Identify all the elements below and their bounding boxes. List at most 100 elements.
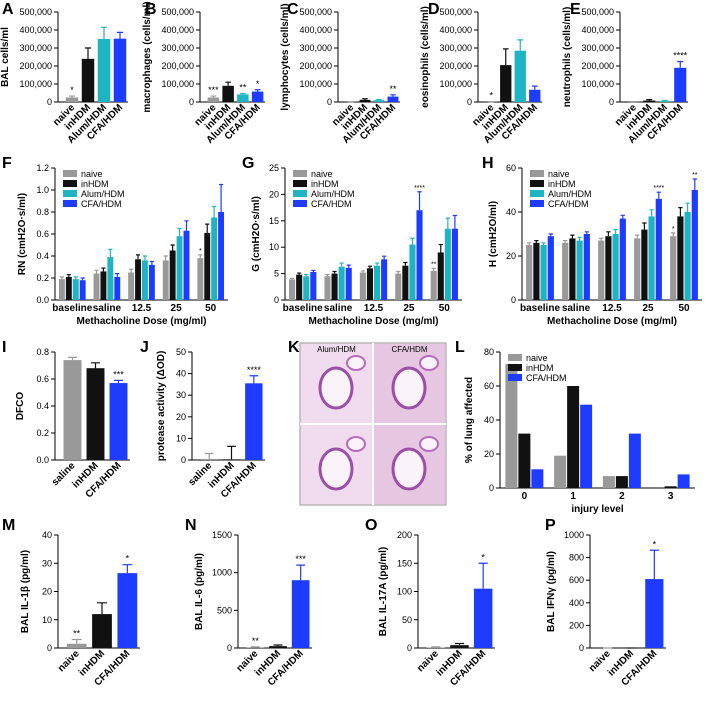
error-bar bbox=[115, 273, 120, 277]
error-bar bbox=[80, 277, 85, 281]
bar bbox=[416, 210, 423, 300]
y-tick-label: 0 bbox=[181, 455, 186, 465]
y-tick-label: 0.8 bbox=[36, 207, 49, 217]
error-bar bbox=[635, 234, 640, 239]
error-bar bbox=[584, 231, 589, 234]
bar bbox=[580, 404, 593, 488]
legend-swatch bbox=[293, 180, 307, 187]
bar bbox=[291, 580, 310, 648]
bar bbox=[518, 433, 531, 488]
error-bar bbox=[390, 94, 396, 97]
bar bbox=[200, 458, 218, 460]
bar bbox=[450, 645, 469, 648]
y-tick-label: 200,000 bbox=[439, 61, 472, 71]
x-tick-label: baseline bbox=[520, 303, 560, 314]
bar bbox=[387, 96, 399, 102]
error-bar bbox=[129, 268, 134, 273]
x-tick-label: saline bbox=[324, 303, 353, 314]
bar bbox=[500, 65, 512, 102]
bar bbox=[237, 94, 249, 102]
error-bar bbox=[527, 242, 532, 245]
bar bbox=[107, 257, 114, 300]
bar bbox=[658, 101, 671, 102]
bar bbox=[79, 280, 86, 300]
y-axis-label: lymphocytes (cells/ml) bbox=[280, 3, 291, 110]
panel-letter: K bbox=[288, 339, 300, 356]
y-tick-label: 1.0 bbox=[36, 185, 49, 195]
error-bar bbox=[410, 237, 415, 245]
y-tick-label: 1000 bbox=[212, 568, 232, 578]
y-tick-label: 60 bbox=[484, 381, 494, 391]
y-tick-label: 20 bbox=[176, 412, 186, 422]
error-bar bbox=[249, 375, 259, 384]
panel-letter: J bbox=[140, 339, 149, 356]
x-tick-label: 12.5 bbox=[364, 303, 384, 314]
bar bbox=[381, 259, 388, 300]
y-tick-label: 0 bbox=[609, 97, 614, 107]
y-tick-label: 20 bbox=[506, 251, 516, 261]
error-bar bbox=[184, 220, 189, 231]
bar bbox=[677, 216, 684, 300]
legend-label: Alum/HDM bbox=[311, 189, 355, 199]
bar bbox=[619, 218, 626, 300]
error-bar bbox=[149, 260, 154, 265]
bar bbox=[374, 265, 381, 300]
y-tick-label: 20 bbox=[269, 189, 279, 199]
y-tick-label: 400,000 bbox=[439, 25, 472, 35]
error-bar bbox=[677, 60, 684, 68]
panel-letter: A bbox=[2, 1, 14, 18]
error-bar bbox=[502, 48, 509, 66]
error-bar bbox=[122, 564, 133, 574]
y-tick-label: 0.4 bbox=[36, 251, 49, 261]
significance: * bbox=[70, 85, 74, 95]
x-tick-label: 25 bbox=[403, 303, 415, 314]
y-axis-label: DFCO bbox=[15, 392, 26, 421]
y-tick-label: 0 bbox=[327, 97, 332, 107]
error-bar bbox=[692, 178, 697, 190]
y-tick-label: 300,000 bbox=[19, 43, 52, 53]
bar bbox=[547, 236, 554, 300]
error-bar bbox=[548, 233, 553, 237]
bar bbox=[684, 212, 691, 300]
y-tick-label: 300,000 bbox=[299, 43, 332, 53]
error-bar bbox=[376, 99, 382, 101]
error-bar bbox=[445, 217, 450, 229]
y-tick-label: 10 bbox=[42, 615, 52, 625]
error-bar bbox=[212, 205, 217, 218]
bar bbox=[310, 272, 317, 300]
x-tick-label: saline bbox=[93, 303, 122, 314]
legend-swatch bbox=[63, 170, 77, 177]
bar bbox=[204, 232, 211, 300]
bar bbox=[109, 383, 128, 460]
legend-swatch bbox=[293, 190, 307, 197]
y-tick-label: 200,000 bbox=[19, 61, 52, 71]
y-tick-label: 40 bbox=[484, 415, 494, 425]
bar bbox=[81, 58, 95, 102]
bar bbox=[598, 240, 605, 300]
x-tick-label: baseline bbox=[52, 303, 92, 314]
x-tick-label: 50 bbox=[439, 303, 451, 314]
image-label: CFA/HDM bbox=[392, 345, 428, 354]
bar bbox=[251, 91, 264, 102]
legend-label: inHDM bbox=[311, 179, 339, 189]
error-bar bbox=[239, 92, 246, 95]
bar bbox=[338, 266, 345, 300]
error-bar bbox=[642, 222, 647, 230]
bar bbox=[100, 271, 107, 300]
legend-swatch bbox=[293, 170, 307, 177]
y-tick-label: 100,000 bbox=[19, 79, 52, 89]
error-bar bbox=[671, 232, 676, 237]
significance: ** bbox=[252, 636, 260, 646]
bar bbox=[222, 459, 241, 460]
y-axis-label: % of lung affected bbox=[464, 377, 475, 463]
y-axis-label: BAL IFNγ (pg/ml) bbox=[546, 551, 557, 632]
legend-label: inHDM bbox=[81, 179, 109, 189]
error-bar bbox=[227, 445, 236, 460]
legend-swatch bbox=[530, 190, 544, 197]
error-bar bbox=[360, 270, 366, 273]
bar bbox=[135, 259, 141, 300]
bar bbox=[674, 67, 687, 102]
x-tick-label: 12.5 bbox=[132, 303, 152, 314]
y-tick-label: 600 bbox=[569, 575, 584, 585]
